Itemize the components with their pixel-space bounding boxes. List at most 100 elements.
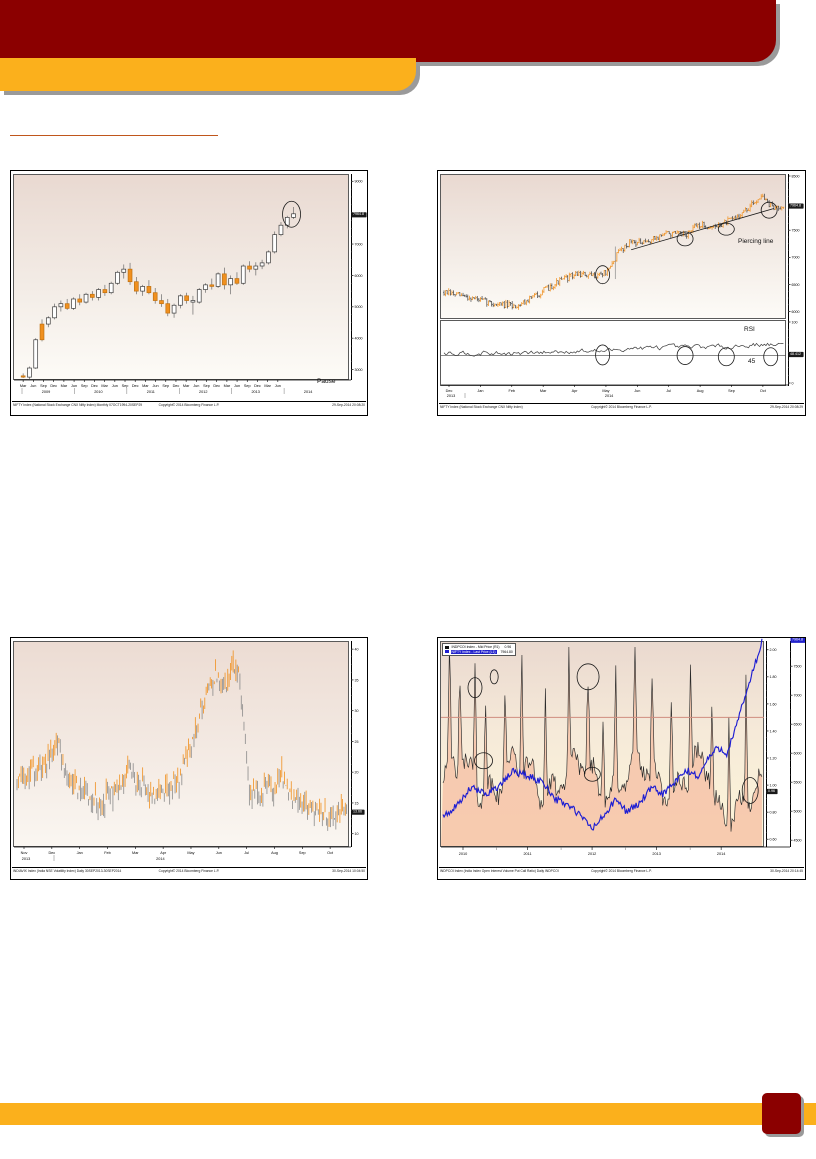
svg-text:0.60: 0.60 (770, 838, 777, 842)
chart-legend: INDPCOI Index - Mid Price (R1) 0.96 NIFTY… (442, 643, 516, 657)
svg-text:6500: 6500 (794, 723, 802, 727)
svg-text:2014: 2014 (156, 857, 164, 861)
legend-label-nifty: NIFTY Index - Last Price (L1) (450, 649, 497, 655)
price-and-rsi-series: 8500 7500 7000 6500 6000 7964.8 100 0 48.412 Dec J… (441, 174, 804, 398)
svg-text:1.40: 1.40 (770, 729, 777, 733)
svg-text:Mar: Mar (142, 384, 149, 388)
svg-text:2013: 2013 (447, 394, 455, 398)
svg-text:25: 25 (355, 740, 359, 744)
svg-text:Mar: Mar (132, 851, 139, 855)
footer-rule (439, 867, 804, 868)
svg-text:Oct: Oct (327, 851, 334, 855)
svg-text:Jun: Jun (193, 384, 199, 388)
svg-text:Sep: Sep (244, 384, 251, 388)
svg-text:7500: 7500 (792, 229, 800, 233)
svg-text:Dec: Dec (91, 384, 98, 388)
plot-area (13, 641, 349, 847)
svg-text:40: 40 (355, 648, 359, 652)
svg-text:Sep: Sep (122, 384, 129, 388)
svg-text:13.66: 13.66 (353, 810, 362, 814)
footer-source: NIFTY Index (National Stock Exchange CNX… (440, 405, 523, 409)
svg-text:8500: 8500 (792, 174, 800, 178)
annotation-piercing-line: Piercing line (738, 238, 774, 245)
chart-nifty-daily-rsi: 8500 7500 7000 6500 6000 7964.8 100 0 48.412 Dec J… (437, 170, 806, 416)
chart-nifty-monthly-candlestick: 9000 7000 6000 5000 4000 3000 7964.8 Mar Jun Sep D… (10, 170, 368, 416)
footer-badge (762, 1093, 801, 1134)
svg-text:5500: 5500 (794, 781, 802, 785)
svg-text:Sep: Sep (162, 384, 169, 388)
legend-value-pcr: 0.96 (504, 645, 512, 649)
svg-text:7500: 7500 (794, 665, 802, 669)
svg-text:35: 35 (355, 678, 359, 682)
svg-text:Sep: Sep (728, 389, 735, 393)
svg-text:Aug: Aug (271, 851, 278, 855)
svg-text:7964.8: 7964.8 (792, 638, 803, 642)
footer-copyright: Copyright© 2014 Bloomberg Finance L.P. (591, 869, 652, 873)
svg-text:20: 20 (355, 771, 359, 775)
pcr-nifty-series: 2.00 1.80 1.60 1.40 1.20 1.00 0.80 0.60 0.96 7500… (441, 638, 805, 856)
y-axis (351, 174, 352, 380)
footer-timestamp: 30-Sep-2014 10:04:50 (332, 869, 365, 873)
footer-rule (439, 403, 804, 404)
svg-text:2.00: 2.00 (770, 648, 777, 652)
svg-text:Nov: Nov (21, 851, 28, 855)
y-axis (788, 174, 789, 386)
svg-text:2012: 2012 (199, 390, 207, 394)
plot-area-price (440, 174, 786, 319)
svg-text:2014: 2014 (717, 852, 725, 856)
legend-swatch-pcr (445, 645, 449, 649)
svg-text:Dec: Dec (446, 389, 453, 393)
svg-text:1.00: 1.00 (770, 784, 777, 788)
svg-text:15: 15 (355, 801, 359, 805)
vix-bar-series: 40 35 30 25 20 15 10 13.66 Nov Dec Jan Feb Mar Apr May… (14, 648, 365, 861)
svg-text:6000: 6000 (792, 310, 800, 314)
footer-source: INDPCOI Index (India Index Open Interest… (440, 869, 559, 873)
svg-text:Dec: Dec (254, 384, 261, 388)
y-axis-right-scale (790, 641, 791, 847)
svg-text:Jan: Jan (477, 389, 483, 393)
svg-text:2013: 2013 (251, 390, 259, 394)
legend-row-pcr: INDPCOI Index - Mid Price (R1) 0.96 (445, 645, 513, 650)
svg-text:Mar: Mar (224, 384, 231, 388)
svg-text:2011: 2011 (523, 852, 531, 856)
svg-text:Jun: Jun (216, 851, 222, 855)
svg-text:Mar: Mar (264, 384, 271, 388)
footer-rule (12, 867, 366, 868)
svg-text:Aug: Aug (697, 389, 704, 393)
footer-copyright: Copyright© 2014 Bloomberg Finance L.P. (591, 405, 652, 409)
header-accent-bar (0, 58, 416, 91)
svg-text:2014: 2014 (304, 390, 312, 394)
annotation-pause: Pause (317, 378, 336, 385)
svg-text:Mar: Mar (183, 384, 190, 388)
svg-text:2010: 2010 (459, 852, 467, 856)
svg-text:Jun: Jun (30, 384, 36, 388)
svg-text:Sep: Sep (81, 384, 88, 388)
svg-text:2010: 2010 (94, 390, 102, 394)
chart-put-call-ratio-nifty: 2.00 1.80 1.60 1.40 1.20 1.00 0.80 0.60 0.96 7500… (437, 637, 806, 880)
svg-text:Jul: Jul (244, 851, 249, 855)
svg-text:4500: 4500 (794, 839, 802, 843)
svg-text:May: May (602, 389, 609, 393)
svg-text:9000: 9000 (355, 180, 363, 184)
svg-text:Oct: Oct (760, 389, 767, 393)
svg-text:2009: 2009 (42, 390, 50, 394)
svg-text:Jun: Jun (71, 384, 77, 388)
svg-text:2011: 2011 (147, 390, 155, 394)
annotation-rsi-45: 45 (748, 358, 756, 365)
svg-text:1.60: 1.60 (770, 702, 777, 706)
svg-text:Sep: Sep (203, 384, 210, 388)
svg-text:Jun: Jun (275, 384, 281, 388)
svg-text:6000: 6000 (355, 274, 363, 278)
svg-text:5000: 5000 (355, 305, 363, 309)
svg-text:Jun: Jun (112, 384, 118, 388)
svg-text:2013: 2013 (22, 857, 30, 861)
svg-text:Mar: Mar (101, 384, 108, 388)
footer-timestamp: 29-Sep-2014 20:08:29 (770, 405, 803, 409)
svg-text:May: May (187, 851, 194, 855)
chart-india-vix-daily: 40 35 30 25 20 15 10 13.66 Nov Dec Jan Feb Mar Apr May… (10, 637, 368, 880)
legend-label-pcr: INDPCOI Index - Mid Price (R1) (451, 645, 500, 649)
footer-timestamp: 30-Sep-2014 20:14:45 (770, 869, 803, 873)
svg-text:Mar: Mar (540, 389, 547, 393)
svg-text:Jun: Jun (153, 384, 159, 388)
svg-text:1.80: 1.80 (770, 675, 777, 679)
